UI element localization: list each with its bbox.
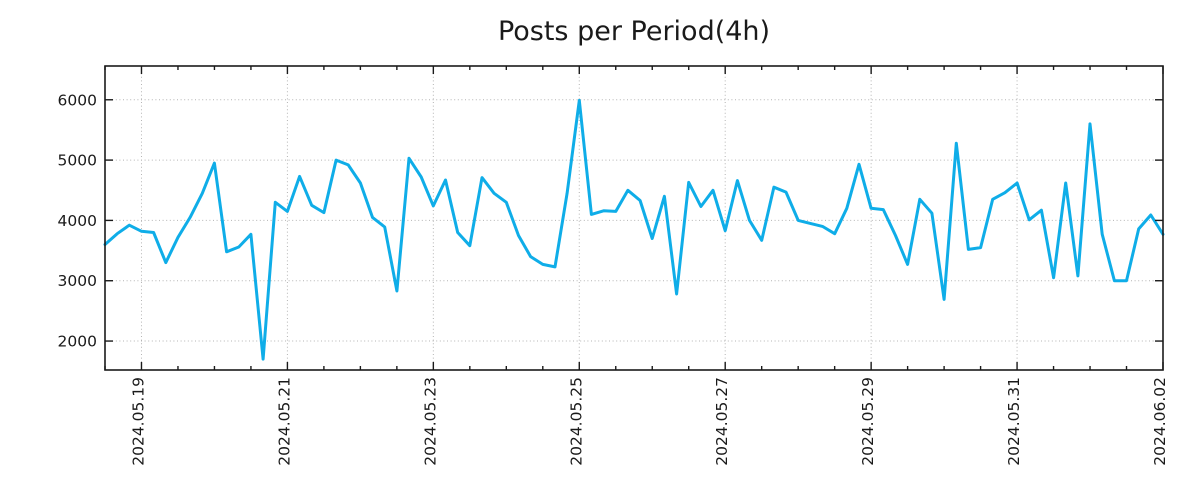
y-tick-label: 6000 bbox=[58, 91, 97, 109]
grid-layer bbox=[105, 66, 1164, 370]
plot-spines bbox=[104, 65, 1164, 371]
axis-layer bbox=[104, 65, 1164, 371]
x-tick-label: 2024.06.02 bbox=[1151, 377, 1169, 466]
x-tick-label: 2024.05.31 bbox=[1005, 377, 1023, 466]
x-tick-label: 2024.05.29 bbox=[859, 377, 877, 466]
posts-series-line bbox=[103, 98, 1165, 361]
y-tick-label: 4000 bbox=[58, 212, 97, 230]
series-line-layer bbox=[103, 98, 1165, 361]
x-tick-label: 2024.05.21 bbox=[275, 377, 293, 466]
y-tick-label: 2000 bbox=[58, 333, 97, 351]
y-tick-label: 5000 bbox=[58, 152, 97, 170]
x-tick-label: 2024.05.27 bbox=[713, 377, 731, 466]
tick-label-layer: 2000 3000 4000 5000 6000 2024.05.19 2024.05.21… bbox=[58, 91, 1169, 465]
x-tick-label: 2024.05.25 bbox=[567, 377, 585, 466]
y-tick-label: 3000 bbox=[58, 272, 97, 290]
x-tick-label: 2024.05.19 bbox=[129, 377, 147, 466]
chart-title: Posts per Period(4h) bbox=[498, 16, 770, 47]
x-tick-label: 2024.05.23 bbox=[421, 377, 439, 466]
